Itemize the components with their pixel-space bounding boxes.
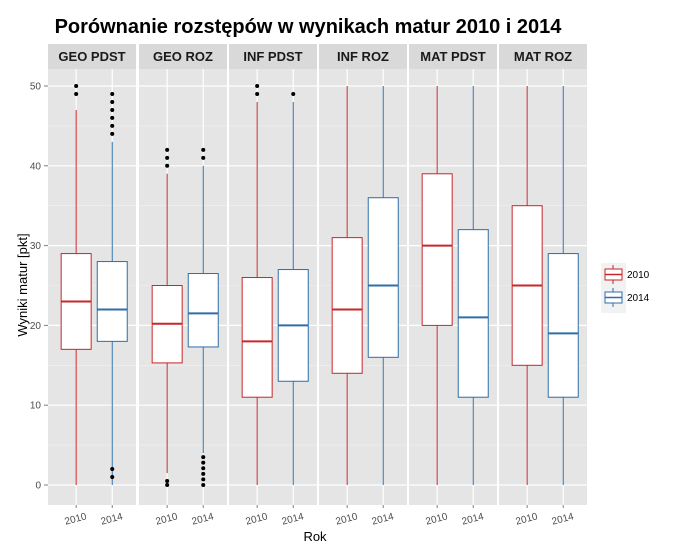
facet-strip [499,44,587,69]
x-tick-label: 2010 [64,511,89,527]
outlier-point [74,91,79,96]
facet-label: INF PDST [243,49,302,64]
outlier-point [201,455,206,460]
facet-inf-roz: INF ROZ 2010 2014 [319,44,407,528]
box-2014 [367,86,399,485]
y-axis: 0 10 20 30 40 50 [30,82,48,492]
facet-strip [48,44,136,69]
facet-strip [409,44,497,69]
box-2010 [241,84,273,485]
x-axis-title: Rok [303,529,327,544]
x-tick-label: 2014 [100,511,125,527]
outlier-point [201,466,206,471]
box-2010 [331,86,363,485]
outlier-point [110,107,115,112]
outlier-point [110,467,115,472]
outlier-point [255,84,260,88]
box-iqr [421,173,453,326]
outlier-point [291,91,296,96]
facet-strip [139,44,227,69]
legend: 2010 2014 [601,263,650,313]
facet-label: GEO ROZ [153,49,213,64]
x-tick-label: 2010 [335,511,360,527]
outlier-point [110,131,115,136]
box-2014 [96,91,128,485]
legend-label: 2014 [627,293,650,304]
y-tick-label: 40 [30,161,42,172]
x-tick-label: 2010 [155,511,180,527]
facet-geo-roz: GEO ROZ 2010 2014 [139,44,227,528]
x-tick-label: 2010 [515,511,540,527]
x-tick-label: 2014 [281,511,306,527]
outlier-point [201,483,206,487]
outlier-point [165,155,170,160]
outlier-point [110,91,115,96]
outlier-point [110,123,115,128]
box-iqr [187,273,219,348]
box-2014 [457,86,489,485]
legend-label: 2010 [627,270,650,281]
facet-label: MAT PDST [420,49,486,64]
y-tick-label: 30 [30,241,42,252]
facet-geo-pdst: GEO PDST 2010 2014 [48,44,136,528]
box-2010 [151,147,183,487]
x-tick-label: 2010 [245,511,270,527]
y-tick-label: 0 [35,481,41,492]
facet-strip [319,44,407,69]
outlier-point [255,91,260,96]
x-tick-label: 2010 [425,511,450,527]
y-axis-title: Wyniki matur [pkt] [15,233,30,336]
box-iqr [241,277,273,398]
chart-title: Porównanie rozstępów w wynikach matur 20… [55,16,563,38]
x-tick-label: 2014 [371,511,396,527]
x-tick-label: 2014 [191,511,216,527]
outlier-point [201,147,206,152]
box-2014 [547,86,579,485]
outlier-point [165,479,170,484]
outlier-point [201,460,206,465]
facet-mat-pdst: MAT PDST 2010 2014 [409,44,497,528]
outlier-point [201,155,206,160]
facet-inf-pdst: INF PDST 2010 2014 [229,44,317,528]
box-2014 [277,91,309,485]
box-iqr [367,197,399,358]
y-tick-label: 50 [30,82,42,93]
y-tick-label: 20 [30,321,42,332]
box-2010 [511,86,543,485]
box-2010 [60,84,92,485]
facet-panels: GEO PDST 2010 2014 GEO ROZ 2010 2014 INF PDST 2… [48,44,587,528]
facet-strip [229,44,317,69]
box-iqr [547,253,579,398]
facet-label: GEO PDST [58,49,125,64]
facet-label: INF ROZ [337,49,389,64]
box-iqr [457,229,489,398]
outlier-point [201,471,206,476]
outlier-point [74,84,79,88]
box-2014 [187,147,219,487]
outlier-point [165,147,170,152]
legend-key-2014: 2014 [604,288,650,307]
outlier-point [165,483,170,487]
box-2010 [421,86,453,485]
facet-mat-roz: MAT ROZ 2010 2014 [499,44,587,528]
outlier-point [201,477,206,482]
outlier-point [110,99,115,104]
box-iqr [96,261,128,342]
x-tick-label: 2014 [551,511,576,527]
legend-key-2010: 2010 [604,265,650,284]
box-iqr [331,237,363,374]
outlier-point [165,163,170,168]
x-tick-label: 2014 [461,511,486,527]
outlier-point [110,115,115,120]
outlier-point [110,475,115,480]
facet-label: MAT ROZ [514,49,572,64]
y-tick-label: 10 [30,401,42,412]
